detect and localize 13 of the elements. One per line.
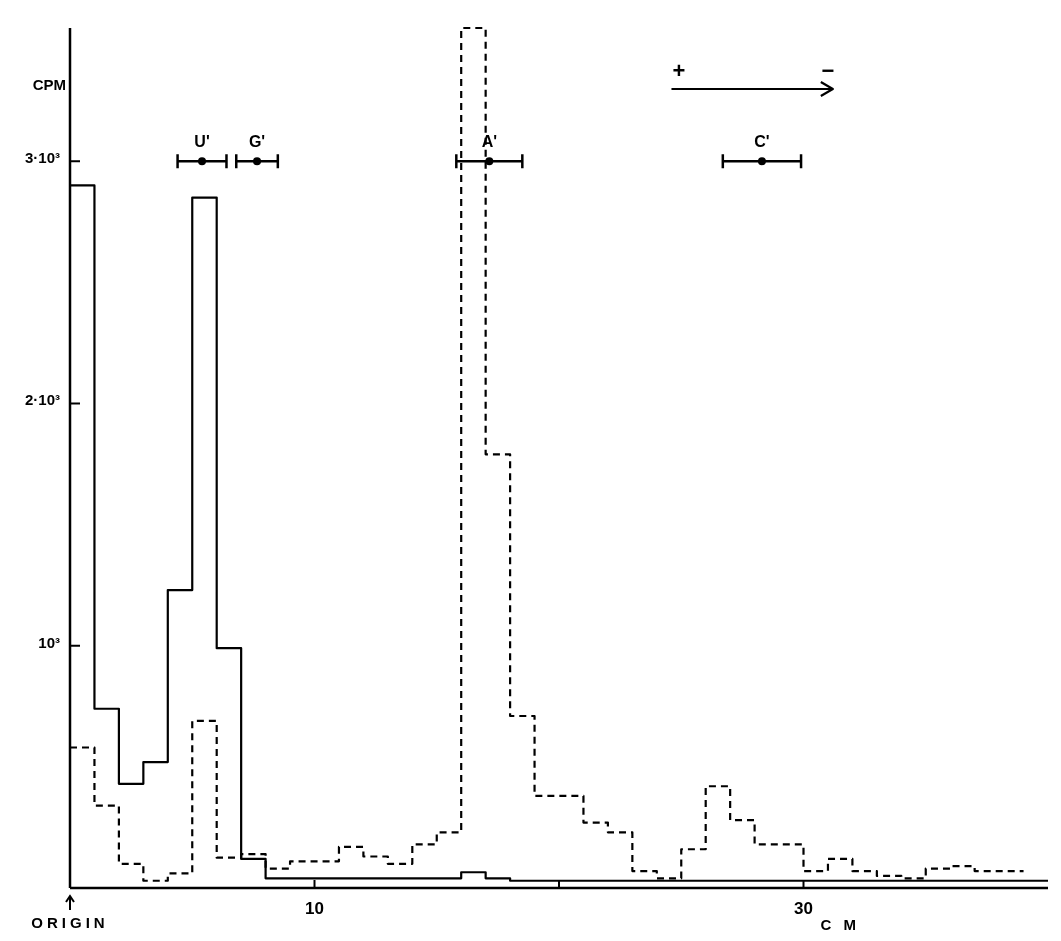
x-axis-title: C M [820,916,860,933]
annotation: + [672,58,686,83]
annotation: C' [754,133,770,151]
annotation: U' [194,133,210,151]
text: ORIGIN [31,914,109,931]
y-tick-label: 3·10³ [24,149,60,167]
x-tick-label: 10 [305,899,324,918]
y-tick-label: 10³ [38,633,60,651]
x-tick-label: 30 [794,899,813,918]
annotation: G' [248,133,266,151]
y-axis-title: CPM [32,76,66,93]
annotation: − [821,58,835,83]
y-tick-label: 2·10³ [24,391,60,409]
